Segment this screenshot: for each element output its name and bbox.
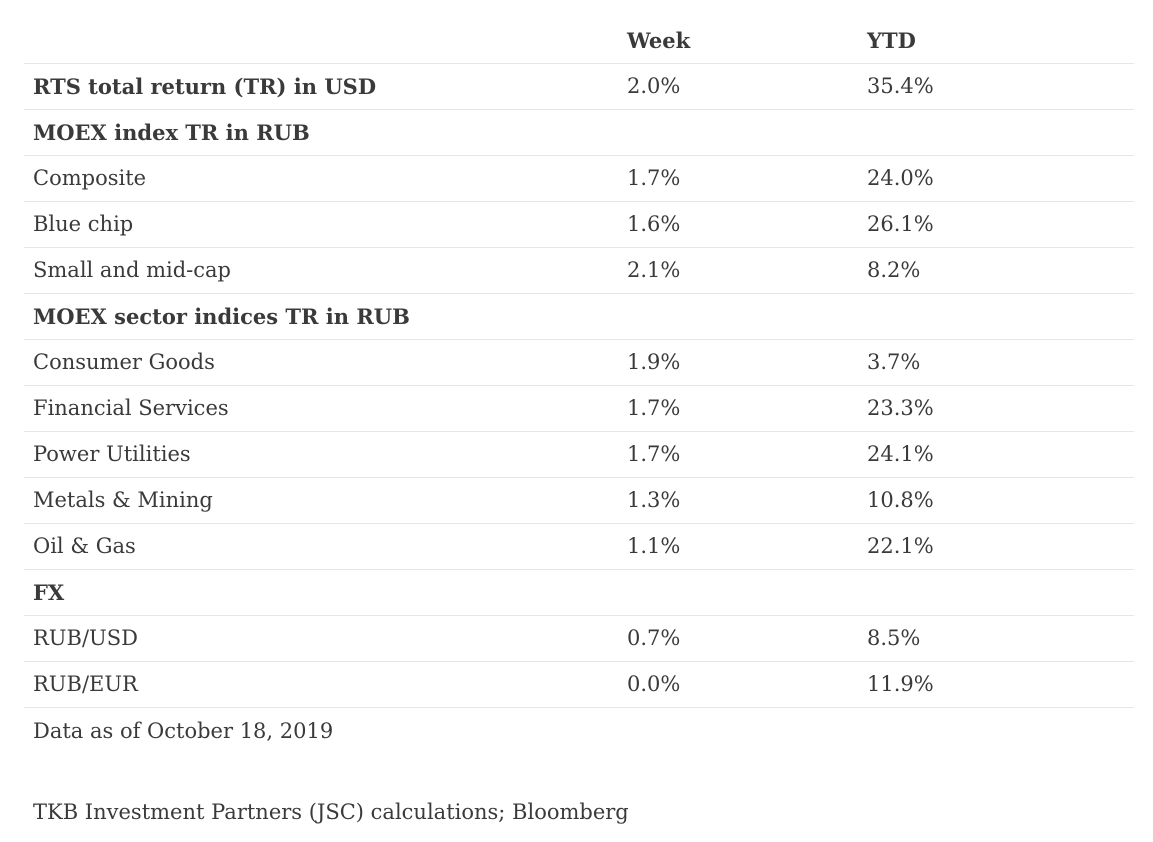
row-label: Small and mid-cap (33, 258, 231, 282)
header-week: Week (627, 28, 691, 53)
row-label: RUB/EUR (33, 672, 138, 696)
returns-table: Week YTD RTS total return (TR) in USD 2.0… (24, 18, 1134, 708)
row-ytd-value: 22.1% (867, 534, 934, 558)
row-ytd-value: 23.3% (867, 396, 934, 420)
section-row: FX (24, 570, 1134, 616)
table-body: RTS total return (TR) in USD 2.0% 35.4% MOE… (24, 64, 1134, 708)
table-row: Small and mid-cap 2.1% 8.2% (24, 248, 1134, 294)
table-row: Power Utilities 1.7% 24.1% (24, 432, 1134, 478)
row-ytd-value: 11.9% (867, 672, 934, 696)
row-ytd-value: 3.7% (867, 350, 921, 374)
row-week-value: 1.9% (627, 350, 681, 374)
table-row: Oil & Gas 1.1% 22.1% (24, 524, 1134, 570)
as-of-note: Data as of October 18, 2019 (33, 719, 334, 743)
row-label: Metals & Mining (33, 488, 213, 512)
row-week-value: 1.3% (627, 488, 681, 512)
row-label: Consumer Goods (33, 350, 215, 374)
row-week-value: 1.7% (627, 442, 681, 466)
table-row: RUB/USD 0.7% 8.5% (24, 616, 1134, 662)
row-label: MOEX index TR in RUB (33, 120, 310, 145)
row-week-value: 1.6% (627, 212, 681, 236)
row-week-value: 1.1% (627, 534, 681, 558)
row-ytd-value: 8.2% (867, 258, 921, 282)
row-label: Oil & Gas (33, 534, 136, 558)
row-week-value: 2.1% (627, 258, 681, 282)
table-row: Consumer Goods 1.9% 3.7% (24, 340, 1134, 386)
row-week-value: 0.0% (627, 672, 681, 696)
row-label: FX (33, 580, 65, 605)
table-row: Metals & Mining 1.3% 10.8% (24, 478, 1134, 524)
section-row: MOEX sector indices TR in RUB (24, 294, 1134, 340)
row-label: MOEX sector indices TR in RUB (33, 304, 410, 329)
row-ytd-value: 24.1% (867, 442, 934, 466)
row-label: RUB/USD (33, 626, 138, 650)
row-ytd-value: 10.8% (867, 488, 934, 512)
row-week-value: 0.7% (627, 626, 681, 650)
row-label: Blue chip (33, 212, 134, 236)
row-label: Financial Services (33, 396, 229, 420)
table-row: Blue chip 1.6% 26.1% (24, 202, 1134, 248)
row-week-value: 2.0% (627, 74, 681, 98)
header-ytd: YTD (867, 28, 916, 53)
section-row: RTS total return (TR) in USD 2.0% 35.4% (24, 64, 1134, 110)
row-label: Power Utilities (33, 442, 191, 466)
table-header-row: Week YTD (24, 18, 1134, 64)
table-row: Composite 1.7% 24.0% (24, 156, 1134, 202)
table-row: Financial Services 1.7% 23.3% (24, 386, 1134, 432)
row-ytd-value: 24.0% (867, 166, 934, 190)
row-week-value: 1.7% (627, 396, 681, 420)
row-ytd-value: 35.4% (867, 74, 934, 98)
row-ytd-value: 8.5% (867, 626, 921, 650)
table-row: RUB/EUR 0.0% 11.9% (24, 662, 1134, 708)
source-note: TKB Investment Partners (JSC) calculatio… (33, 800, 629, 824)
section-row: MOEX index TR in RUB (24, 110, 1134, 156)
row-week-value: 1.7% (627, 166, 681, 190)
row-label: RTS total return (TR) in USD (33, 74, 377, 99)
row-ytd-value: 26.1% (867, 212, 934, 236)
row-label: Composite (33, 166, 147, 190)
